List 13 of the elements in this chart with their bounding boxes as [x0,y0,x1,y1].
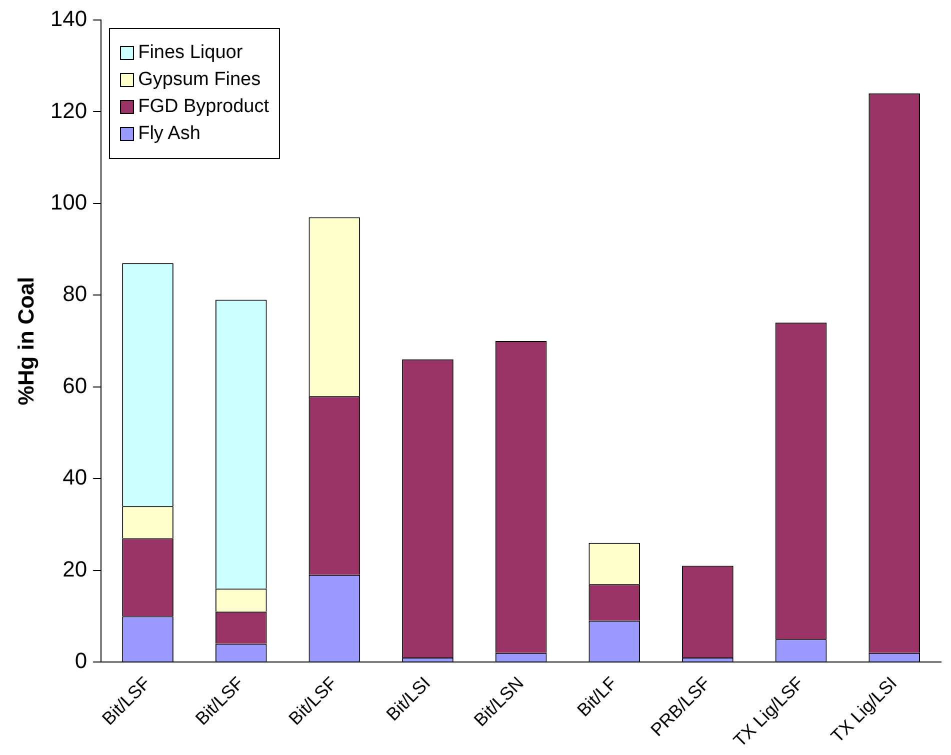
y-tick-label: 80 [62,281,88,306]
y-tick-label: 100 [50,190,88,215]
y-tick-label: 40 [62,464,88,490]
y-tick-label: 140 [50,6,88,32]
y-tick-label: 120 [50,98,88,123]
y-tick-label: 20 [62,556,88,582]
legend-label: Gypsum Fines [138,69,261,91]
legend-label: Fines Liquor [138,42,243,64]
y-tick-label: 60 [62,372,88,398]
y-tick-label: 0 [74,648,88,674]
legend-label: Fly Ash [138,123,200,145]
y-axis-title: %Hg in Coal [13,276,38,406]
legend-label: FGD Byproduct [138,96,270,118]
